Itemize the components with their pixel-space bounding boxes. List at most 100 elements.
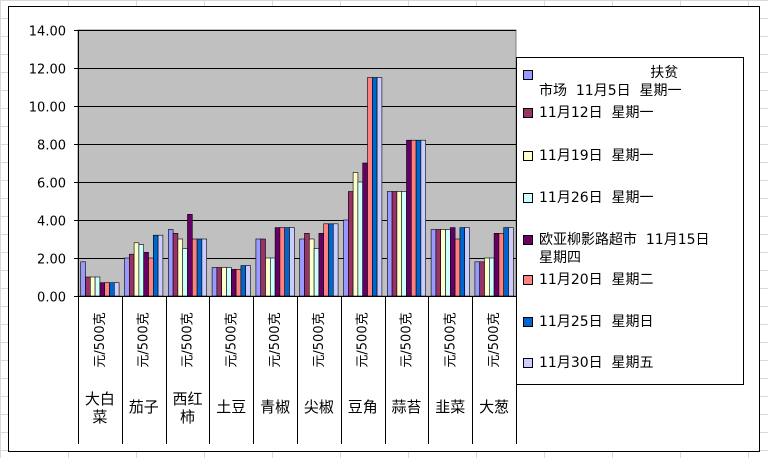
bar[interactable] (124, 257, 130, 297)
bar[interactable] (459, 227, 465, 297)
bar[interactable] (445, 229, 451, 297)
unit-label: 元/500克 (487, 312, 502, 367)
bar[interactable] (216, 267, 222, 297)
bar[interactable] (435, 229, 441, 297)
bar[interactable] (196, 238, 203, 297)
bar[interactable] (85, 276, 91, 297)
bar[interactable] (80, 261, 86, 297)
bar[interactable] (449, 227, 456, 297)
bar[interactable] (401, 191, 407, 297)
bar[interactable] (187, 214, 193, 297)
legend-swatch (523, 151, 533, 161)
bar[interactable] (109, 282, 115, 297)
bar[interactable] (488, 257, 495, 297)
bar[interactable] (332, 223, 339, 297)
bar[interactable] (357, 181, 363, 297)
bar[interactable] (143, 252, 149, 297)
category-label: 蒜苔 (391, 398, 421, 416)
legend-label: 欧亚柳影路超市 11月15日 星期四 (539, 232, 710, 266)
unit-label: 元/500克 (93, 312, 108, 367)
bar[interactable] (192, 238, 198, 297)
legend-label: 11月20日 星期二 (539, 272, 654, 288)
bar[interactable] (201, 238, 207, 297)
bar[interactable] (484, 257, 490, 297)
bar[interactable] (129, 253, 135, 297)
bar[interactable] (479, 261, 485, 297)
bar[interactable] (391, 191, 398, 297)
category-label: 柿 (180, 408, 195, 426)
chart-legend[interactable]: 扶贫 市场 11月5日 星期一 11月12日 星期一 11月19日 星期一 11… (516, 57, 744, 385)
bar[interactable] (406, 139, 412, 297)
bar[interactable] (90, 276, 96, 297)
bar[interactable] (274, 227, 281, 297)
category-label: 尖椒 (304, 398, 334, 416)
bar[interactable] (498, 233, 504, 297)
bar[interactable] (279, 227, 285, 297)
bar[interactable] (114, 282, 120, 297)
bar[interactable] (168, 229, 174, 297)
bar[interactable] (396, 191, 402, 297)
bar[interactable] (386, 191, 393, 297)
bar[interactable] (376, 77, 383, 297)
bar[interactable] (133, 242, 140, 297)
bar[interactable] (464, 227, 470, 297)
bar[interactable] (347, 191, 354, 297)
bar[interactable] (148, 257, 154, 297)
bar[interactable] (323, 223, 329, 297)
bar[interactable] (211, 267, 218, 297)
unit-label: 元/500克 (181, 312, 196, 367)
bar[interactable] (221, 267, 227, 297)
bar[interactable] (503, 227, 509, 297)
bar[interactable] (440, 229, 446, 297)
bar[interactable] (410, 139, 417, 297)
bar[interactable] (240, 265, 246, 297)
bar[interactable] (245, 265, 251, 297)
bar[interactable] (420, 139, 426, 297)
bar[interactable] (153, 234, 159, 297)
bar[interactable] (508, 227, 514, 297)
bar[interactable] (157, 234, 164, 297)
legend-swatch (523, 317, 533, 327)
bar[interactable] (308, 238, 315, 297)
bar[interactable] (415, 139, 422, 297)
bar[interactable] (182, 248, 188, 297)
bar[interactable] (430, 229, 437, 297)
bar[interactable] (313, 248, 320, 297)
bar[interactable] (255, 238, 261, 297)
bar[interactable] (493, 233, 500, 297)
legend-label: 扶贫 市场 11月5日 星期一 (539, 65, 682, 99)
bar[interactable] (99, 282, 106, 297)
category-label: 西红 (172, 390, 202, 408)
bar[interactable] (226, 267, 232, 297)
legend-label: 11月19日 星期一 (539, 148, 654, 164)
legend-label: 11月12日 星期一 (539, 105, 654, 121)
bar[interactable] (138, 244, 144, 297)
bar[interactable] (265, 257, 271, 297)
bar[interactable] (367, 77, 373, 297)
bar[interactable] (299, 238, 305, 297)
bar[interactable] (104, 282, 110, 297)
bar[interactable] (269, 257, 276, 297)
category-label: 韭菜 (435, 398, 465, 416)
bar[interactable] (260, 238, 266, 297)
bar[interactable] (362, 162, 368, 297)
bar[interactable] (235, 269, 242, 297)
y-tick-label: 2.00 (37, 253, 66, 268)
bar[interactable] (231, 269, 237, 297)
bar[interactable] (94, 276, 101, 297)
bar[interactable] (328, 223, 334, 297)
legend-swatch (523, 235, 533, 245)
bar[interactable] (284, 227, 290, 297)
bar[interactable] (318, 233, 324, 297)
bar[interactable] (454, 238, 461, 297)
bar[interactable] (177, 238, 183, 297)
bar[interactable] (352, 172, 359, 297)
bar[interactable] (304, 233, 310, 297)
bar[interactable] (371, 77, 378, 297)
bar[interactable] (172, 233, 179, 297)
bar[interactable] (343, 219, 349, 297)
bar[interactable] (289, 227, 295, 297)
category-label: 土豆 (216, 398, 246, 416)
bar[interactable] (474, 261, 480, 297)
